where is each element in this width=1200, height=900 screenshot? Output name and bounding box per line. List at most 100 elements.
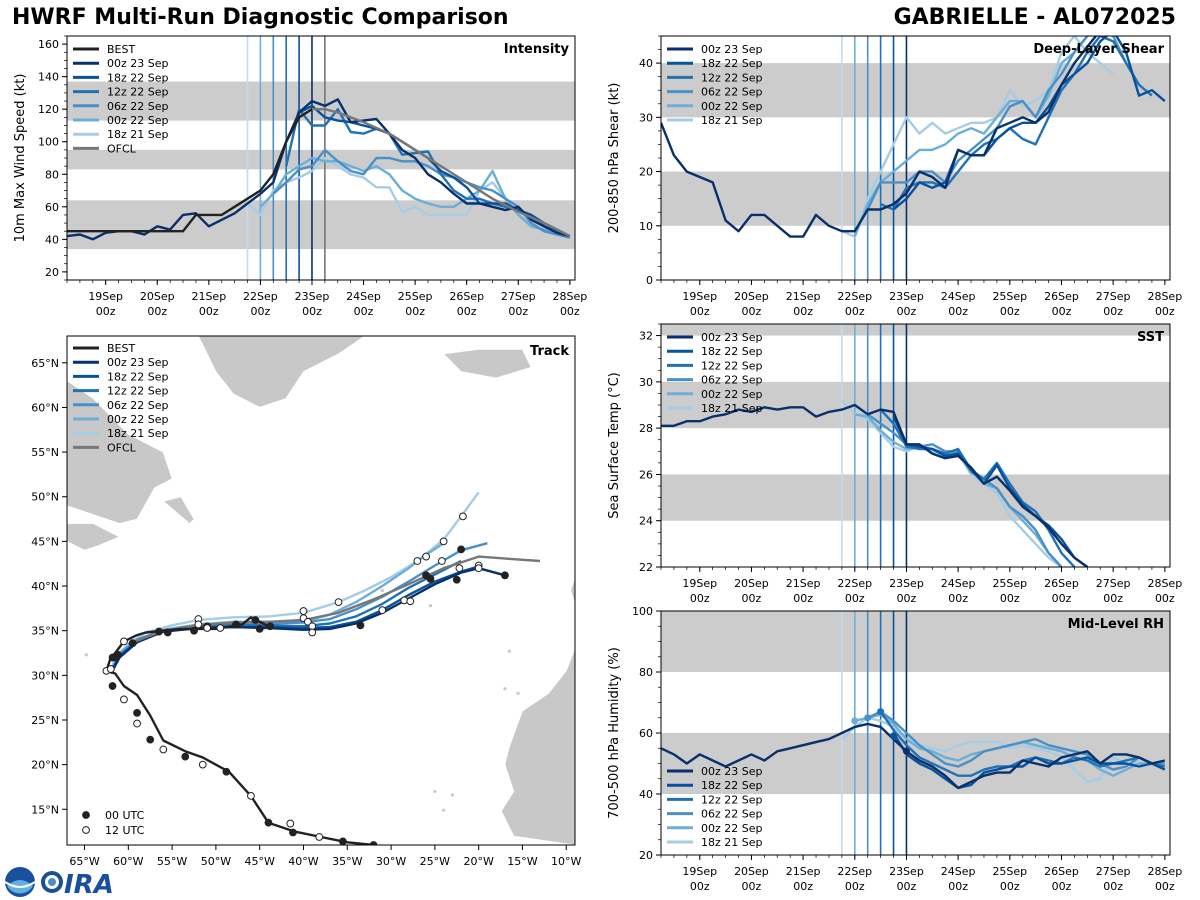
- agency-logos: IRA: [4, 867, 114, 898]
- shear-xtick-hour: 00z: [690, 305, 710, 318]
- shear-xtick-hour: 00z: [1155, 305, 1175, 318]
- shear-ytick-label: 0: [646, 274, 653, 287]
- sst-ytick-label: 26: [639, 468, 653, 481]
- rh-xtick-hour: 00z: [948, 880, 968, 893]
- rh-ylabel: 700-500 hPa Humidity (%): [607, 647, 622, 819]
- intensity-title: Intensity: [504, 42, 570, 57]
- intensity-xtick-day: 26Sep: [449, 290, 484, 303]
- rh-ytick-label: 60: [639, 727, 653, 740]
- shear-xtick-hour: 00z: [948, 305, 968, 318]
- landmass: [500, 648, 575, 845]
- intensity-plot-area: [67, 36, 575, 280]
- track-marker-12utc: [439, 537, 448, 546]
- rh-series-line: [841, 716, 1166, 783]
- sst-legend-label: 18z 22 Sep: [701, 345, 763, 358]
- landmass: [162, 496, 195, 525]
- intensity-legend-label: 00z 23 Sep: [107, 57, 169, 70]
- sst-shaded-band: [661, 474, 1170, 521]
- intensity-xtick-day: 19Sep: [88, 290, 123, 303]
- sst-xtick-day: 20Sep: [734, 577, 769, 590]
- track-marker-00utc: [155, 627, 163, 636]
- track-marker-00utc: [113, 650, 122, 659]
- track-marker-12utc: [455, 564, 464, 573]
- track-marker-12utc: [216, 624, 225, 632]
- rh-xtick-day: 27Sep: [1096, 865, 1131, 878]
- track-marker-12utc: [315, 833, 324, 841]
- track-marker-00utc: [128, 639, 137, 648]
- rh-legend-label: 12z 22 Sep: [701, 793, 763, 806]
- shear-xtick-hour: 00z: [1103, 305, 1123, 318]
- track-marker-00utc: [501, 571, 509, 580]
- track-marker-00utc: [356, 621, 365, 630]
- cira-logo-icon: IRA: [41, 870, 114, 898]
- track-marker-00utc: [338, 837, 347, 845]
- intensity-legend-label: 18z 21 Sep: [107, 128, 169, 141]
- intensity-legend-label: OFCL: [107, 142, 137, 155]
- sst-series-line: [661, 403, 1089, 567]
- rh-series-line: [661, 722, 1166, 790]
- track-marker-00utc: [452, 575, 461, 584]
- shear-xtick-day: 19Sep: [682, 290, 717, 303]
- track-marker-legend-swatch: [82, 811, 90, 819]
- shear-xtick-hour: 00z: [793, 305, 813, 318]
- track-ytick-label: 30°N: [31, 669, 59, 682]
- shear-legend-label: 00z 22 Sep: [701, 100, 763, 113]
- island: [516, 691, 520, 695]
- track-xtick-label: 50°W: [201, 855, 231, 868]
- intensity-xtick-hour: 00z: [199, 305, 219, 318]
- sst-legend-label: 00z 23 Sep: [701, 331, 763, 344]
- track-panel: 65°W 60°W 55°W 50°W 45°W 40°W 35°W 30°W 25°W 20°W…: [31, 335, 582, 868]
- intensity-panel: 20 40 60 80 100 120 140 160 19Sep 00z 20Sep 00z 21Se…: [13, 35, 587, 318]
- landmass: [442, 348, 532, 379]
- intensity-xtick-hour: 00z: [251, 305, 271, 318]
- track-xtick-label: 60°W: [113, 855, 143, 868]
- track-legend-label: OFCL: [107, 441, 137, 454]
- shear-xtick-day: 28Sep: [1147, 290, 1182, 303]
- track-marker-00utc: [422, 571, 431, 580]
- shear-series-line: [880, 36, 1153, 211]
- landmass: [67, 336, 173, 524]
- track-legend-label: 06z 22 Sep: [107, 399, 169, 412]
- sst-legend-label: 00z 22 Sep: [701, 388, 763, 401]
- intensity-series-line: [67, 108, 313, 233]
- rh-xtick-day: 26Sep: [1044, 865, 1079, 878]
- shear-panel: 0 10 20 30 40 19Sep 00z 20Sep 00z 21Sep 00z 22Sep 00…: [607, 35, 1182, 318]
- intensity-ytick-label: 100: [38, 136, 59, 149]
- track-marker-00utc: [133, 708, 141, 717]
- intensity-ytick-label: 60: [45, 201, 59, 214]
- track-marker-legend-label: 00 UTC: [105, 809, 145, 822]
- track-ytick-label: 65°N: [31, 357, 59, 370]
- track-map-area: [67, 336, 575, 845]
- track-marker-12utc: [198, 760, 207, 769]
- track-marker-00utc: [264, 818, 273, 827]
- shear-shaded-band: [661, 63, 1170, 118]
- intensity-xtick-hour: 00z: [302, 305, 322, 318]
- track-marker-12utc: [458, 512, 467, 521]
- rh-xtick-day: 19Sep: [682, 865, 717, 878]
- track-marker-00utc: [289, 828, 297, 837]
- track-ytick-label: 25°N: [31, 714, 59, 727]
- rh-legend-label: 18z 21 Sep: [701, 836, 763, 849]
- sst-xtick-day: 25Sep: [992, 577, 1027, 590]
- intensity-series-line: [259, 156, 571, 238]
- track-xtick-label: 40°W: [288, 855, 318, 868]
- intensity-legend-label: 00z 22 Sep: [107, 114, 169, 127]
- cira-logo-text: IRA: [64, 870, 114, 898]
- rh-xtick-day: 22Sep: [837, 865, 872, 878]
- track-legend-label: 18z 22 Sep: [107, 370, 169, 383]
- track-xtick-label: 10°W: [551, 855, 581, 868]
- track-marker-12utc: [133, 719, 141, 728]
- sst-panel: 22 24 26 28 30 32 19Sep 00z 20Sep 00z 21Sep 00z 22Se…: [607, 323, 1182, 605]
- track-xtick-label: 45°W: [245, 855, 275, 868]
- track-xtick-label: 20°W: [463, 855, 493, 868]
- intensity-legend-label: BEST: [107, 43, 135, 56]
- intensity-xtick-hour: 00z: [560, 305, 580, 318]
- rh-xtick-day: 24Sep: [941, 865, 976, 878]
- rh-init-marker: [877, 708, 885, 716]
- rh-init-marker: [890, 732, 898, 740]
- sst-xtick-day: 26Sep: [1044, 577, 1079, 590]
- track-legend-label: 00z 23 Sep: [107, 356, 169, 369]
- intensity-xtick-hour: 00z: [405, 305, 425, 318]
- shear-shaded-band: [661, 171, 1170, 226]
- track-marker-12utc: [299, 607, 308, 615]
